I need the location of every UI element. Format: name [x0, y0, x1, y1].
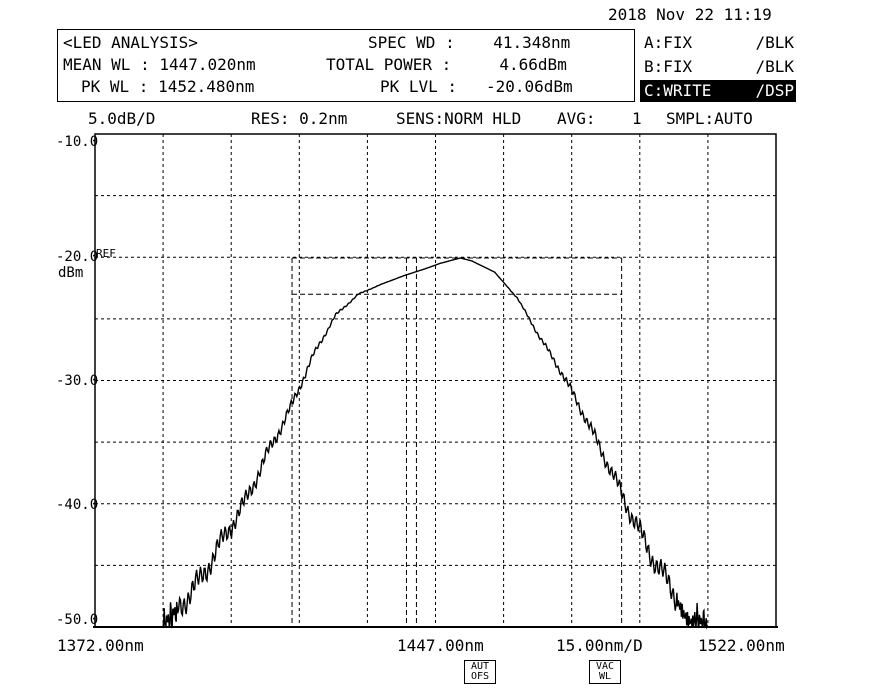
badge-line: WL	[598, 671, 612, 682]
x-span-label: 15.00nm/D	[556, 636, 643, 655]
badge-line: AUT	[470, 661, 490, 672]
mean-wavelength: MEAN WL : 1447.020nm	[63, 55, 256, 74]
x-start-label: 1372.00nm	[57, 636, 144, 655]
trace-c-mode: /DSP	[755, 81, 794, 100]
trace-a-name: A:FIX	[644, 33, 693, 52]
avg-label: AVG:	[557, 109, 596, 128]
y-tick-label: -10.0	[56, 134, 99, 150]
badge-line: VAC	[595, 661, 615, 672]
led-analysis-panel	[57, 29, 635, 102]
trace-a[interactable]: A:FIX /BLK	[640, 32, 796, 54]
vacuum-wavelength-badge[interactable]: VAC WL	[589, 660, 621, 684]
total-power: TOTAL POWER : 4.66dBm	[326, 55, 567, 74]
y-tick-label: -50.0	[56, 612, 99, 628]
y-tick-label: -30.0	[56, 373, 99, 389]
trace-c[interactable]: C:WRITE /DSP	[640, 80, 796, 102]
trace-panel: A:FIX /BLK B:FIX /BLK C:WRITE /DSP	[640, 29, 796, 102]
trace-a-mode: /BLK	[755, 33, 794, 52]
scale-readout: 5.0dB/D	[88, 109, 156, 128]
avg-value: 1	[632, 109, 642, 128]
y-tick-label: -20.0	[56, 249, 99, 265]
peak-wavelength: PK WL : 1452.480nm	[81, 77, 255, 96]
peak-level: PK LVL : -20.06dBm	[380, 77, 573, 96]
spectrum-trace-0	[162, 257, 709, 630]
y-unit-label: dBm	[58, 265, 84, 281]
y-tick-label: -40.0	[56, 497, 99, 513]
sampling-readout: SMPL:AUTO	[666, 109, 753, 128]
datetime: 2018 Nov 22 11:19	[608, 5, 772, 24]
x-stop-label: 1522.00nm	[698, 636, 785, 655]
spectral-width: SPEC WD : 41.348nm	[368, 33, 571, 52]
badge-line: OFS	[470, 671, 490, 682]
trace-b-mode: /BLK	[755, 57, 794, 76]
resolution-readout: RES: 0.2nm	[251, 109, 348, 128]
trace-b-name: B:FIX	[644, 57, 693, 76]
x-center-label: 1447.00nm	[397, 636, 484, 655]
auto-offset-badge[interactable]: AUT OFS	[464, 660, 496, 684]
trace-b[interactable]: B:FIX /BLK	[640, 56, 796, 78]
analysis-title: <LED ANALYSIS>	[63, 33, 198, 52]
ref-label: REF	[96, 247, 116, 260]
sensitivity-readout: SENS:NORM HLD	[396, 109, 522, 128]
trace-c-name: C:WRITE	[644, 81, 712, 100]
